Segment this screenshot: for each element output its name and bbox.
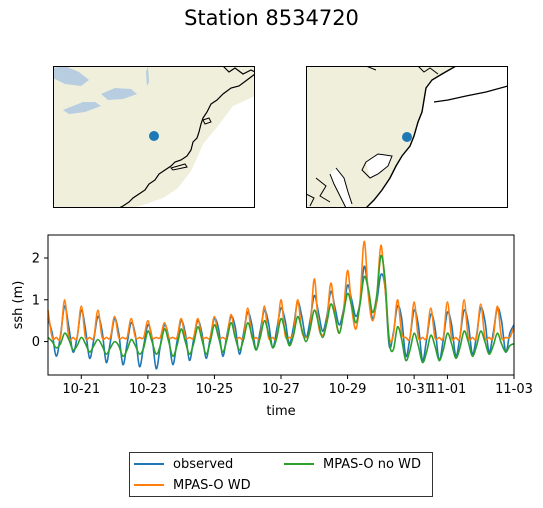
series-line-observed [47, 265, 515, 370]
legend-swatch-observed [134, 462, 164, 465]
x-tick-label: 10-25 [196, 382, 234, 397]
plot-frame [47, 234, 515, 376]
legend-item-observed: observed [134, 457, 233, 472]
series-layer [47, 240, 515, 370]
station-marker [402, 132, 412, 142]
coastline-main [365, 66, 457, 208]
coastline-delaware [361, 153, 393, 179]
zoomed-map [306, 66, 508, 208]
great-lake-ontario [101, 88, 137, 100]
coastline-north [222, 66, 255, 75]
great-lake-huron [53, 66, 89, 86]
x-tick-label: 10-23 [129, 382, 167, 397]
y-ticks: 0 1 2 [32, 251, 48, 350]
legend-item-mpas-o-no-wd: MPAS-O no WD [284, 457, 421, 472]
series-line-mpas-o-wd [47, 240, 515, 343]
y-tick-label: 0 [32, 335, 40, 350]
coastline-chesapeake [306, 167, 353, 208]
x-tick-label: 11-01 [429, 382, 467, 397]
x-tick-label: 10-27 [262, 382, 300, 397]
legend-label-observed: observed [173, 457, 234, 472]
coastline-islands [170, 117, 212, 171]
x-tick-label: 11-03 [495, 382, 533, 397]
y-tick-label: 1 [32, 293, 40, 308]
great-lake-erie [63, 102, 101, 114]
legend-label-mpas-o-no-wd: MPAS-O no WD [323, 457, 421, 472]
x-axis-label: time [266, 404, 295, 419]
figure-title: Station 8534720 [184, 6, 359, 30]
ocean [366, 66, 508, 208]
ocean [133, 96, 255, 208]
x-tick-label: 10-29 [329, 382, 367, 397]
legend-swatch-mpas-o-no-wd [284, 462, 314, 465]
y-tick-label: 2 [32, 251, 40, 266]
legend-item-mpas-o-wd: MPAS-O WD [134, 478, 251, 493]
coastline-longisland [433, 85, 508, 103]
y-axis-label: ssh (m) [11, 281, 26, 330]
x-tick-label: 10-31 [395, 382, 433, 397]
chesapeake-bay [330, 168, 352, 208]
regional-map [53, 66, 255, 208]
legend: observed MPAS-O WD MPAS-O no WD [129, 452, 433, 497]
delaware-bay [366, 154, 392, 178]
series-line-mpas-o-no-wd [47, 254, 515, 364]
station-marker [149, 131, 159, 141]
coastline [118, 73, 255, 208]
x-tick-label: 10-21 [62, 382, 100, 397]
legend-swatch-mpas-o-wd [134, 483, 164, 486]
lake-champlain [146, 66, 149, 86]
legend-label-mpas-o-wd: MPAS-O WD [173, 478, 251, 493]
